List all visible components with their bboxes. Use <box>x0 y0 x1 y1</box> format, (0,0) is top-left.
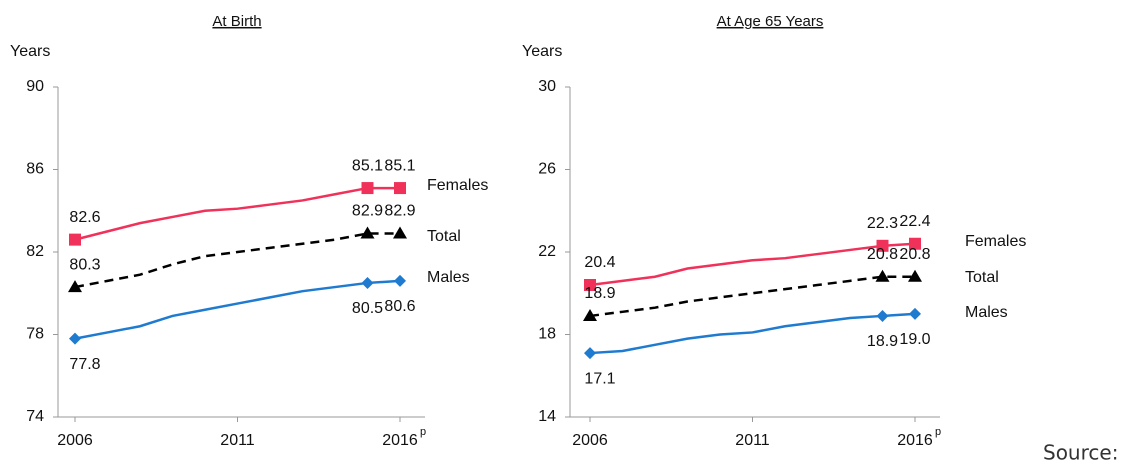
marker <box>360 226 375 239</box>
legend-label: Females <box>965 233 1026 250</box>
legend-label: Males <box>427 269 470 286</box>
legend-label: Males <box>965 304 1008 321</box>
y-tick-label: 18 <box>538 326 556 343</box>
y-tick-label: 90 <box>26 78 44 95</box>
marker <box>69 332 81 345</box>
data-label: 80.5 <box>352 300 383 317</box>
marker <box>909 237 921 250</box>
data-label: 82.9 <box>384 203 415 220</box>
source-text: Source: <box>1043 441 1118 465</box>
x-tick-label: 2016 <box>897 432 933 449</box>
data-label: 85.1 <box>384 157 415 174</box>
data-label: 18.9 <box>584 285 615 302</box>
marker <box>908 269 922 282</box>
x-tick-label: 2016 <box>382 432 418 449</box>
data-label: 22.4 <box>899 213 930 230</box>
data-label: 17.1 <box>584 370 615 387</box>
series-line <box>589 242 916 287</box>
marker <box>394 182 406 195</box>
data-label: 20.8 <box>899 246 930 263</box>
tick-note: p <box>420 426 426 438</box>
legend-label: Total <box>965 269 999 286</box>
data-label: 82.9 <box>352 203 383 220</box>
marker <box>393 226 407 239</box>
y-axis-label: Years <box>10 43 50 60</box>
data-label: 85.1 <box>352 157 383 174</box>
chart-title: At Age 65 Years <box>717 13 824 30</box>
marker <box>584 279 596 291</box>
y-axis-label: Years <box>522 43 562 60</box>
y-tick-label: 78 <box>26 326 44 343</box>
x-tick-label: 2006 <box>572 432 608 449</box>
marker <box>584 347 596 360</box>
legend-label: Total <box>427 228 461 245</box>
data-label: 19.0 <box>899 331 930 348</box>
marker <box>909 307 921 320</box>
y-tick-label: 22 <box>538 243 556 260</box>
marker <box>69 233 81 246</box>
marker <box>361 182 374 195</box>
data-label: 80.3 <box>69 256 100 273</box>
data-label: 20.4 <box>584 254 615 271</box>
data-label: 77.8 <box>69 356 100 373</box>
y-tick-label: 82 <box>26 243 44 260</box>
legend-label: Females <box>427 177 488 194</box>
y-tick-label: 86 <box>26 161 44 178</box>
series-line <box>74 279 401 340</box>
marker <box>875 269 890 282</box>
x-tick-label: 2011 <box>735 432 770 449</box>
marker <box>361 276 374 289</box>
y-tick-label: 30 <box>538 78 556 95</box>
tick-note: p <box>935 426 941 438</box>
x-tick-label: 2006 <box>57 432 93 449</box>
y-tick-label: 14 <box>538 408 556 425</box>
y-tick-label: 74 <box>26 408 44 425</box>
data-label: 82.6 <box>69 209 100 226</box>
series-line <box>74 232 400 289</box>
series-line <box>589 312 916 355</box>
marker <box>68 280 82 293</box>
series-line <box>589 275 915 318</box>
chart-title: At Birth <box>212 13 261 30</box>
y-tick-label: 26 <box>538 161 556 178</box>
series-line <box>74 186 400 241</box>
data-label: 20.8 <box>867 246 898 263</box>
marker <box>876 239 889 252</box>
data-label: 80.6 <box>384 298 415 315</box>
marker <box>583 308 597 321</box>
data-label: 18.9 <box>867 333 898 350</box>
marker <box>876 309 889 322</box>
data-label: 22.3 <box>867 215 898 232</box>
x-tick-label: 2011 <box>220 432 255 449</box>
marker <box>394 274 406 287</box>
